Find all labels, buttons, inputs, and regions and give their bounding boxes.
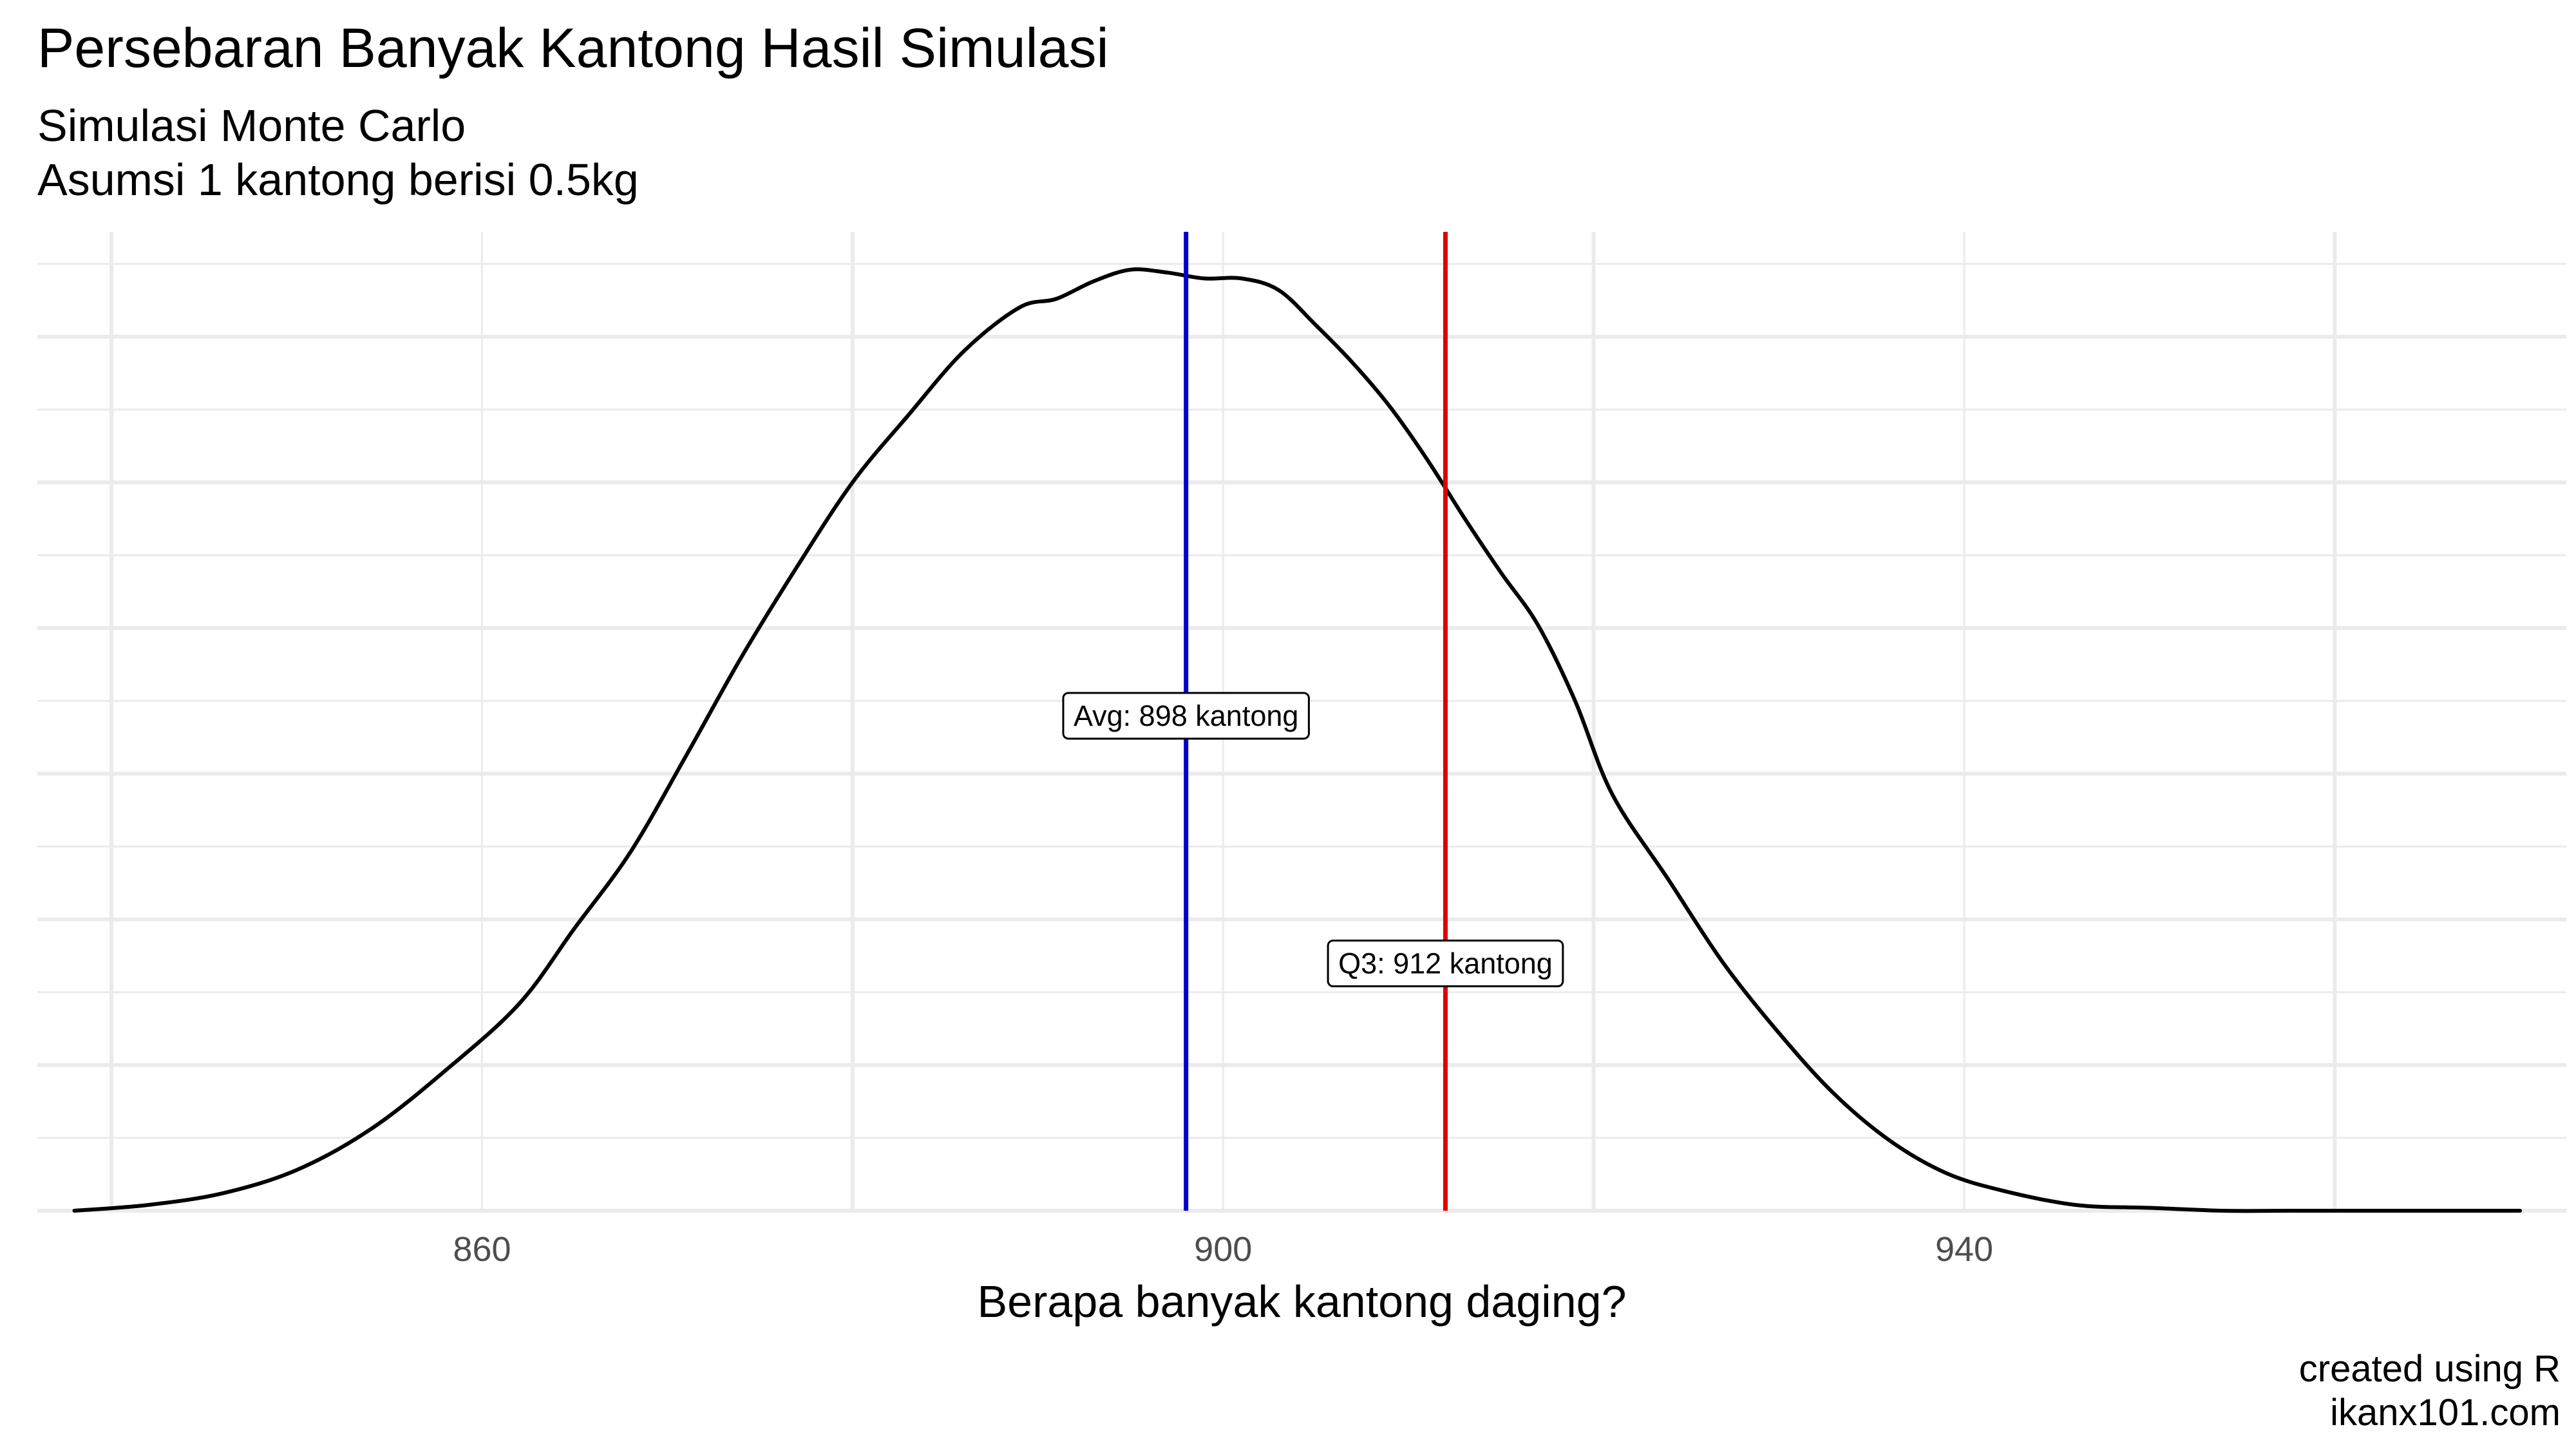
- caption-line1: created using R: [2298, 1348, 2561, 1390]
- x-tick-label: 860: [453, 1230, 511, 1269]
- chart-subtitle-line2: Asumsi 1 kantong berisi 0.5kg: [37, 155, 639, 205]
- reference-lines: Avg: 898 kantong Q3: 912 kantong: [1062, 232, 1564, 1211]
- reference-label-box: [1327, 939, 1564, 987]
- reference-label-text: Q3: 912 kantong: [1338, 947, 1553, 980]
- minor-gridlines-y: [37, 263, 2566, 1139]
- reference-label: Q3: 912 kantong: [1327, 939, 1564, 987]
- major-gridlines-y: [37, 334, 2566, 1213]
- density-curve: [72, 267, 2523, 1213]
- chart-subtitle-line1: Simulasi Monte Carlo: [37, 100, 466, 151]
- reference-label-box: [1062, 692, 1310, 740]
- caption-line2: ikanx101.com: [2330, 1392, 2561, 1434]
- x-tick-label: 900: [1194, 1230, 1252, 1269]
- x-tick-label: 940: [1935, 1230, 1993, 1269]
- reference-label: Avg: 898 kantong: [1062, 692, 1310, 740]
- major-gridlines-x: [109, 232, 2337, 1211]
- x-axis-label: Berapa banyak kantong daging?: [977, 1276, 1626, 1327]
- reference-label-text: Avg: 898 kantong: [1074, 699, 1298, 732]
- chart-title: Persebaran Banyak Kantong Hasil Simulasi: [37, 17, 1109, 79]
- x-axis-tick-labels: 860 900 940: [453, 1230, 1993, 1269]
